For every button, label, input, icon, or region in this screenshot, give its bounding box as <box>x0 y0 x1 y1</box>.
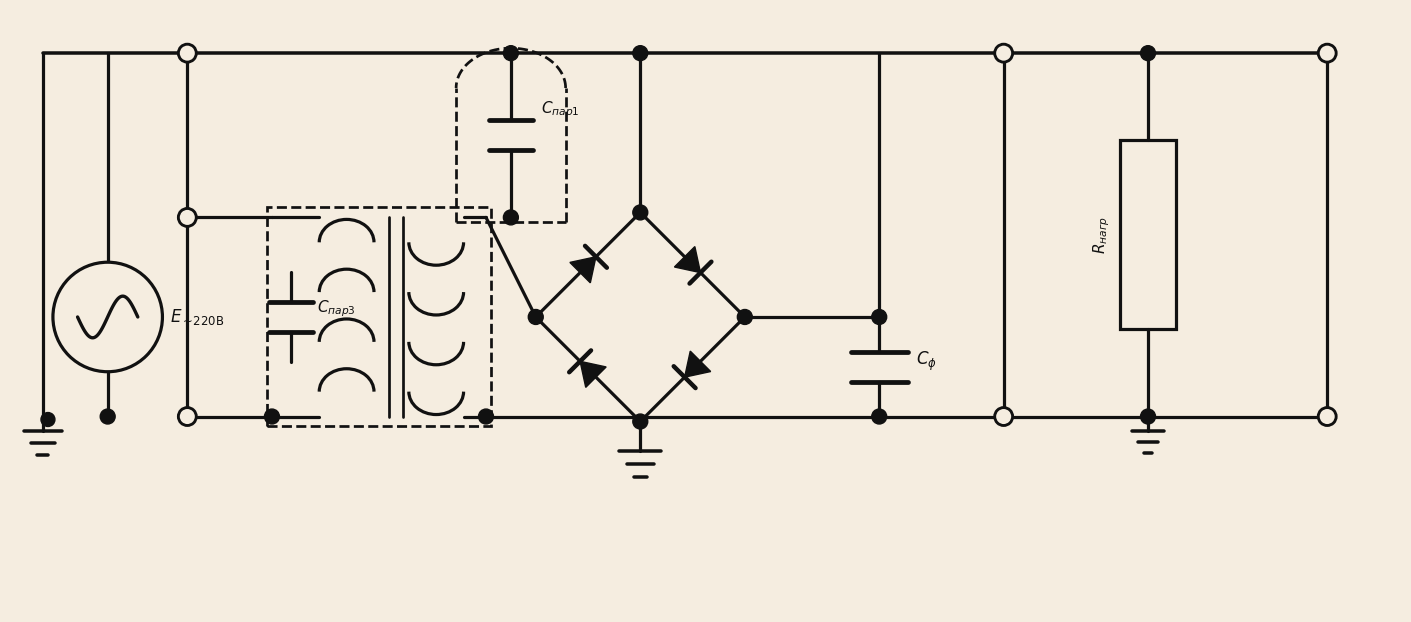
Polygon shape <box>674 246 700 272</box>
Circle shape <box>1140 409 1156 424</box>
Text: $C_{\phi}$: $C_{\phi}$ <box>916 350 937 373</box>
Text: $C_{пар1}$: $C_{пар1}$ <box>540 100 580 120</box>
Circle shape <box>632 205 648 220</box>
Polygon shape <box>580 361 607 388</box>
Circle shape <box>478 409 494 424</box>
Circle shape <box>738 310 752 325</box>
Circle shape <box>1140 45 1156 60</box>
Circle shape <box>995 407 1013 425</box>
Circle shape <box>995 44 1013 62</box>
Polygon shape <box>570 257 595 283</box>
Circle shape <box>1318 407 1336 425</box>
Circle shape <box>632 45 648 60</box>
Circle shape <box>1318 44 1336 62</box>
Circle shape <box>504 45 518 60</box>
Circle shape <box>54 262 162 372</box>
Text: $C_{пар3}$: $C_{пар3}$ <box>317 299 357 319</box>
Text: $R_{нагр}$: $R_{нагр}$ <box>1092 216 1112 254</box>
Text: $E_{\sim\!220\mathrm{B}}$: $E_{\sim\!220\mathrm{B}}$ <box>171 307 224 327</box>
Circle shape <box>178 208 196 226</box>
Polygon shape <box>684 351 711 377</box>
Circle shape <box>100 409 116 424</box>
Circle shape <box>632 414 648 429</box>
Circle shape <box>504 210 518 225</box>
Circle shape <box>264 409 279 424</box>
Circle shape <box>872 310 886 325</box>
Circle shape <box>872 409 886 424</box>
Circle shape <box>178 407 196 425</box>
Circle shape <box>528 310 543 325</box>
Circle shape <box>178 44 196 62</box>
Circle shape <box>41 412 55 427</box>
Bar <box>1120 141 1175 330</box>
Bar <box>267 208 491 427</box>
